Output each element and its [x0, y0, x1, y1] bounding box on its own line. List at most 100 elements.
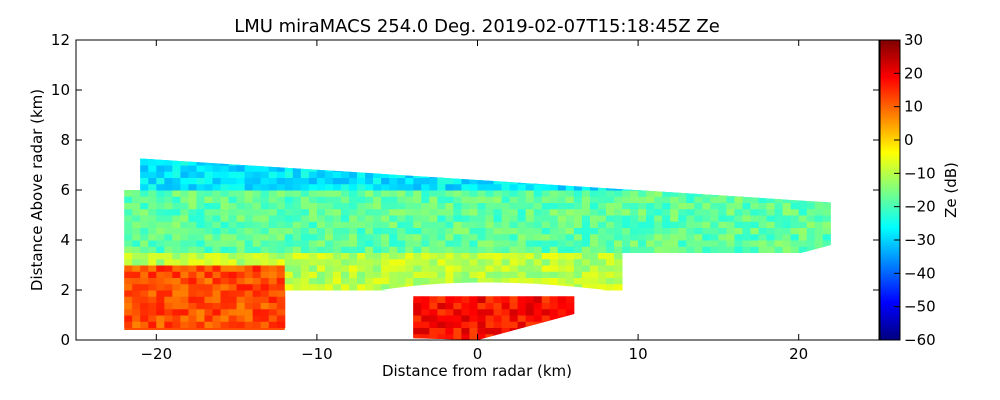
range-gate: [718, 196, 727, 203]
range-gate: [332, 190, 342, 197]
range-gate: [630, 246, 639, 253]
y-tick-label: 10: [51, 81, 70, 99]
range-gate: [349, 227, 358, 235]
range-gate: [726, 246, 735, 253]
range-gate: [324, 240, 334, 247]
range-gate: [630, 196, 639, 203]
range-gate: [365, 258, 374, 266]
range-gate: [252, 233, 262, 241]
range-gate: [381, 202, 390, 210]
range-gate: [485, 277, 495, 285]
range-gate: [324, 277, 334, 285]
range-gate: [204, 308, 214, 316]
range-gate: [300, 283, 310, 291]
range-gate: [806, 227, 816, 235]
range-gate: [332, 227, 342, 235]
range-gate: [196, 215, 205, 222]
range-gate: [276, 196, 286, 203]
range-gate: [605, 283, 615, 291]
range-gate: [517, 277, 527, 285]
range-gate: [477, 302, 487, 310]
range-gate: [252, 277, 262, 285]
range-gate: [300, 202, 310, 210]
range-gate: [204, 302, 214, 310]
range-gate: [597, 208, 607, 216]
range-gate: [196, 290, 205, 297]
range-gate: [421, 246, 430, 253]
range-gate: [718, 240, 727, 247]
range-gate: [581, 202, 591, 210]
range-gate: [429, 221, 438, 228]
range-gate: [148, 240, 157, 247]
range-gate: [236, 177, 246, 185]
range-gate: [469, 315, 478, 322]
range-gate: [541, 265, 551, 272]
range-gate: [461, 208, 470, 216]
range-gate: [581, 271, 591, 278]
range-gate: [742, 227, 752, 235]
range-gate: [196, 308, 205, 316]
range-gate: [148, 315, 157, 322]
range-gate: [726, 202, 735, 210]
range-gate: [581, 240, 591, 247]
range-gate: [429, 327, 438, 335]
range-gate: [493, 183, 503, 191]
range-gate: [493, 252, 503, 260]
range-gate: [437, 277, 446, 285]
range-gate: [389, 265, 398, 272]
range-gate: [252, 196, 262, 203]
range-gate: [581, 265, 591, 272]
range-gate: [220, 283, 230, 291]
range-gate: [557, 296, 567, 303]
range-gate: [702, 227, 711, 235]
range-gate: [148, 190, 157, 197]
range-gate: [164, 252, 173, 260]
range-gate: [260, 177, 270, 185]
range-gate: [140, 221, 149, 228]
range-gate: [453, 277, 462, 285]
range-gate: [670, 196, 679, 203]
range-gate: [180, 252, 189, 260]
range-gate: [340, 190, 350, 197]
range-gate: [517, 202, 527, 210]
range-gate: [244, 233, 254, 241]
range-gate: [292, 183, 302, 191]
range-gate: [164, 283, 173, 291]
range-gate: [501, 277, 511, 285]
range-gate: [164, 165, 173, 172]
range-gate: [557, 215, 567, 222]
range-gate: [276, 296, 286, 303]
range-gate: [630, 240, 639, 247]
range-gate: [758, 221, 768, 228]
range-gate: [180, 283, 189, 291]
range-gate: [581, 283, 591, 291]
range-gate: [469, 196, 478, 203]
range-gate: [381, 177, 390, 185]
range-gate: [710, 233, 719, 241]
range-gate: [501, 315, 511, 322]
range-gate: [413, 215, 422, 222]
range-gate: [308, 265, 318, 272]
range-gate: [573, 277, 583, 285]
range-gate: [573, 252, 583, 260]
range-gate: [630, 233, 639, 241]
range-gate: [437, 265, 446, 272]
range-gate: [124, 315, 133, 322]
colorbar-gradient: [880, 40, 900, 340]
range-gate: [654, 227, 663, 235]
range-gate: [654, 215, 663, 222]
range-gate: [156, 321, 165, 328]
colorbar-tick-label: −50: [904, 298, 936, 316]
range-gate: [124, 308, 133, 316]
range-gate: [276, 221, 286, 228]
range-gate: [654, 221, 663, 228]
range-gate: [662, 208, 671, 216]
range-gate: [485, 246, 495, 253]
range-gate: [509, 233, 519, 241]
range-gate: [589, 190, 599, 197]
range-gate: [212, 321, 222, 328]
range-gate: [429, 315, 438, 322]
range-gate: [405, 277, 414, 285]
range-gate: [164, 321, 173, 328]
